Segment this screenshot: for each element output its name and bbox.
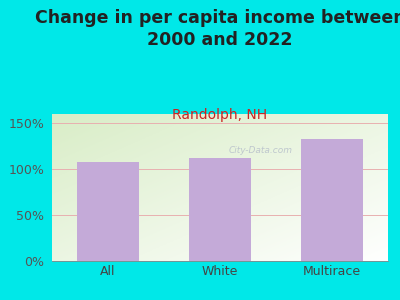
Bar	[189, 158, 251, 261]
Bar	[301, 139, 363, 261]
Text: Randolph, NH: Randolph, NH	[172, 108, 268, 122]
Bar	[77, 162, 139, 261]
Text: City-Data.com: City-Data.com	[228, 146, 292, 155]
Text: Change in per capita income between
2000 and 2022: Change in per capita income between 2000…	[35, 9, 400, 49]
